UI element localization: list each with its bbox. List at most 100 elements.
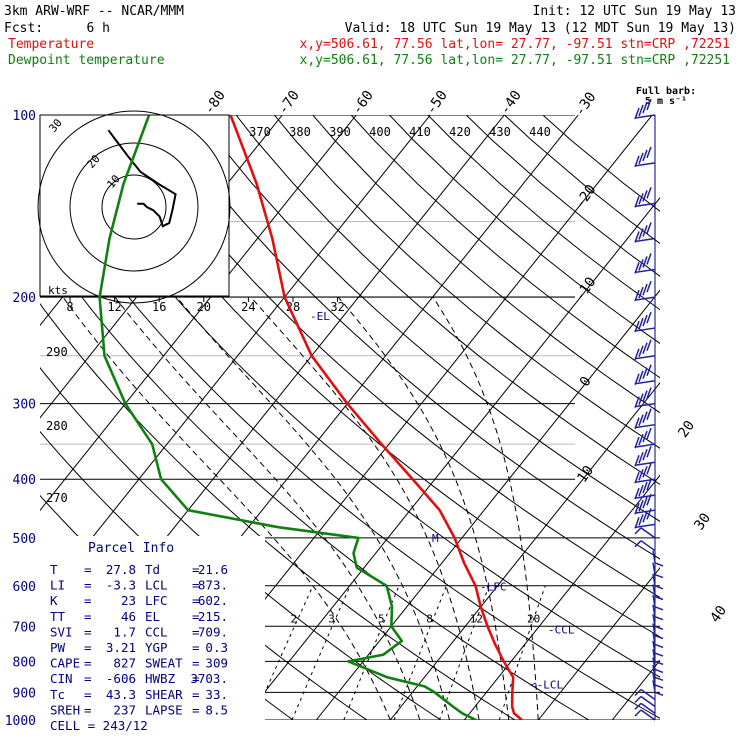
isotherm-label: 20 [675,418,698,441]
wind-barb-shaft [640,688,656,701]
parcel-info-label: LI [50,578,65,593]
isotherm-line [315,289,660,720]
wind-barb-flag [642,449,648,461]
parcel-info-value: = [84,624,92,639]
wind-barb [634,187,656,208]
wind-barb [634,222,656,243]
hodograph-ring [101,174,167,240]
wind-barb-flag [638,393,644,405]
parcel-info-label: T [50,562,58,577]
wind-barb-flag [642,256,648,268]
wind-barb-shaft [634,237,656,243]
wind-barb-flag [634,702,642,710]
wind-barb [634,339,656,361]
parcel-info-value: = [192,593,200,608]
legend-dewpoint-info: x,y=506.61, 77.56 lat,lon= 27.77, -97.51… [300,53,730,68]
parcel-info-value: 215. [198,609,228,624]
wind-axis-label: 8 [66,300,73,314]
wind-barb-flag [634,231,640,243]
legend-temperature: Temperature [8,37,94,52]
parcel-info-label: SREH [50,702,80,717]
wind-barb-shaft [652,672,656,686]
wind-barb [652,584,664,601]
isotherm-line [537,567,660,720]
wind-barb-flag [642,367,648,380]
wind-barb-shaft [652,614,656,627]
wind-barb-shaft [634,461,656,467]
wind-barb-flag [642,101,648,114]
barb-note-line1: Full barb: [636,86,696,97]
parcel-info-value: 709. [198,624,228,639]
wind-barb-flag [642,225,648,237]
wind-barb [634,688,656,701]
wind-barb-flag [646,462,652,475]
wind-barb-flag [646,478,652,491]
wind-barb-flag [646,408,652,420]
wind-barb-shaft [634,478,656,483]
wind-barb-flag [638,345,644,358]
wind-barb-flag [638,228,644,240]
parcel-info-value: 46 [121,609,136,624]
wind-barb-shaft [652,562,656,575]
wind-barb-flag [638,104,644,117]
wind-barb-flag [642,342,648,355]
wind-barb-shaft [634,380,656,385]
wind-barb-flag [642,283,648,296]
wind-barb [634,408,656,429]
isotherm-label: -80 [201,88,229,118]
mixing-ratio-label: 5 [378,612,385,625]
wind-barb-flag [638,514,644,526]
wind-barb-flag [634,373,640,386]
moist-adiabat-line [176,296,450,720]
wind-barb-flag [638,193,644,205]
wind-barb-flag [654,606,664,611]
mixing-ratio-line [291,585,351,720]
isotherm-label: -30 [572,89,600,119]
parcel-info-label: PW [50,640,66,655]
header-fcst-label: Fcst: [4,21,43,36]
wind-axis-label: 24 [241,300,255,314]
isotherm-line [463,474,660,720]
parcel-info-cell: CELL = 243/12 [50,718,148,733]
wind-barb [634,709,656,721]
dry-adiabat-line [197,115,660,522]
parcel-level-marker: -CCL [548,624,575,637]
wind-barb-flag [638,370,644,383]
wind-barb-shaft [652,623,656,636]
wind-barb-flag [634,320,640,333]
wind-barb-flag [642,465,648,478]
parcel-info-value: = [84,640,92,655]
wind-barb-flag [654,585,664,590]
wind-barb-flag [646,222,652,234]
wind-barb-flag [638,317,644,330]
wind-barb-shaft [640,527,656,539]
parcel-info-label: CIN [50,671,73,686]
wind-axis-label: 16 [152,300,166,314]
parcel-info-value: = [192,687,200,702]
header-init: Init: 12 UTC Sun 19 May 13 [533,4,737,19]
parcel-info-box: Parcel Info T = 27.8 Td =21.6LI = -3.3 LCL =873.… [40,536,265,733]
wind-barb-flag [634,107,640,120]
moist-adiabat-line [250,296,480,720]
mixing-ratio-label: 8 [426,612,433,625]
wind-barb-flag [642,390,648,402]
parcel-info-label: HWBZ [145,671,176,686]
wind-barbs [634,98,664,721]
isotherm-label: 40 [707,603,730,626]
parcel-info-value: = [192,562,200,577]
moist-adiabat-line [432,296,539,720]
wind-barb-flag [634,289,640,302]
wind-barb-flag [638,414,644,426]
wind-barb-flag [638,259,644,271]
wind-barb-flag [638,152,644,165]
hodograph-frame [39,114,230,297]
pressure-labels: 100 200 300 400 500 600 700 800 900 1000 [5,109,36,729]
wind-barb-flag [642,511,648,523]
wind-barb-shaft [652,640,656,654]
wind-barb [652,665,664,682]
wind-barb [634,311,656,333]
parcel-info-value: = [192,624,200,639]
wind-barb-shaft [634,402,656,408]
parcel-info-background [40,536,265,720]
